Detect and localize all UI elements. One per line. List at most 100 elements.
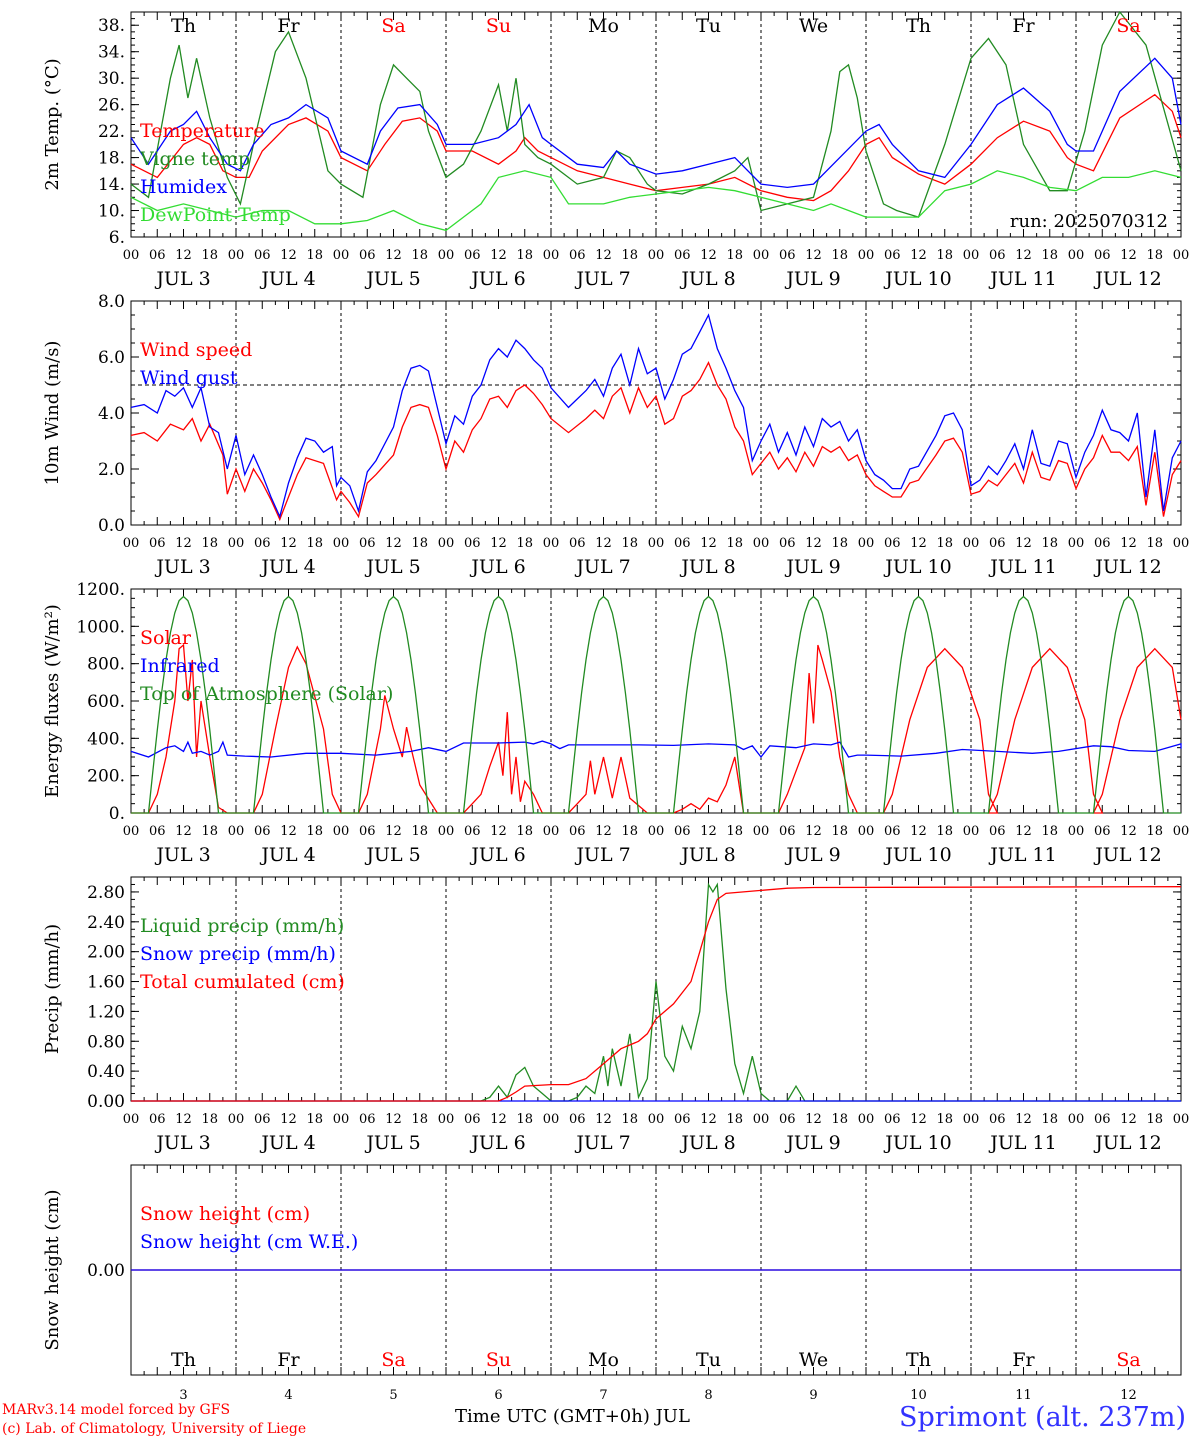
hour-label: 06 xyxy=(464,824,481,839)
run-label: run: 2025070312 xyxy=(1010,211,1168,232)
hour-label: 18 xyxy=(516,536,533,551)
date-label: JUL 9 xyxy=(784,556,840,578)
hour-label: 18 xyxy=(201,824,218,839)
hour-label: 18 xyxy=(936,536,953,551)
hour-label: 00 xyxy=(438,248,455,263)
hour-label: 06 xyxy=(884,248,901,263)
series-line xyxy=(130,740,1182,759)
hour-label: 06 xyxy=(569,1112,586,1127)
hour-label: 18 xyxy=(621,824,638,839)
hour-label: 06 xyxy=(569,248,586,263)
day-number: 7 xyxy=(599,1388,607,1403)
hour-label: 12 xyxy=(805,536,822,551)
day-number: 5 xyxy=(389,1388,397,1403)
hour-label: 06 xyxy=(989,248,1006,263)
y-tick-label: 0.00 xyxy=(87,1261,125,1281)
hour-label: 12 xyxy=(805,1112,822,1127)
hour-label: 00 xyxy=(543,248,560,263)
day-name: Fr xyxy=(277,1349,300,1371)
y-axis-title: Energy fluxes (W/m²) xyxy=(42,604,63,798)
day-number: 3 xyxy=(179,1388,187,1403)
hour-label: 12 xyxy=(175,248,192,263)
hour-label: 12 xyxy=(280,536,297,551)
y-tick-label: 0.00 xyxy=(87,1092,125,1112)
hour-label: 06 xyxy=(569,824,586,839)
date-label: JUL 4 xyxy=(259,1132,315,1154)
day-name: Th xyxy=(171,1349,196,1371)
day-number: 11 xyxy=(1015,1388,1032,1403)
hour-label: 12 xyxy=(910,248,927,263)
date-label: JUL 12 xyxy=(1093,1132,1161,1154)
hour-label: 06 xyxy=(1094,248,1111,263)
date-label: JUL 7 xyxy=(574,1132,630,1154)
series-line xyxy=(130,313,1182,519)
hour-label: 00 xyxy=(438,536,455,551)
hour-label: 18 xyxy=(1146,1112,1163,1127)
day-name: Su xyxy=(486,1349,511,1371)
series-line xyxy=(130,57,1182,189)
hour-label: 12 xyxy=(280,248,297,263)
y-tick-label: 2.00 xyxy=(87,943,125,963)
hour-label: 00 xyxy=(228,1112,245,1127)
hour-label: 18 xyxy=(936,1112,953,1127)
hour-label: 00 xyxy=(228,536,245,551)
hour-label: 06 xyxy=(989,824,1006,839)
hour-label: 18 xyxy=(411,824,428,839)
date-label: JUL 9 xyxy=(784,268,840,290)
hour-label: 12 xyxy=(1120,1112,1137,1127)
y-axis-title: 10m Wind (m/s) xyxy=(42,341,63,486)
hour-label: 06 xyxy=(779,248,796,263)
legend-entry: DewPoint Temp xyxy=(140,204,291,226)
hour-label: 18 xyxy=(411,536,428,551)
date-label: JUL 8 xyxy=(679,844,735,866)
date-label: JUL 5 xyxy=(364,1132,420,1154)
day-name: Mo xyxy=(588,1349,619,1371)
hour-label: 18 xyxy=(201,1112,218,1127)
hour-label: 00 xyxy=(648,824,665,839)
hour-label: 00 xyxy=(438,1112,455,1127)
date-label: JUL 10 xyxy=(883,268,951,290)
y-tick-label: 2.0 xyxy=(98,460,125,480)
hour-label: 00 xyxy=(228,824,245,839)
series-line xyxy=(131,886,1182,1102)
y-tick-label: 38. xyxy=(98,16,125,36)
day-name: Sa xyxy=(1116,15,1140,37)
hour-label: 00 xyxy=(1068,536,1085,551)
date-label: JUL 6 xyxy=(469,1132,525,1154)
date-label: JUL 10 xyxy=(883,1132,951,1154)
hour-label: 06 xyxy=(1094,1112,1111,1127)
hour-label: 18 xyxy=(201,536,218,551)
y-tick-label: 18. xyxy=(98,149,125,169)
hour-label: 06 xyxy=(779,824,796,839)
hour-label: 18 xyxy=(411,248,428,263)
legend-entry: Temperature xyxy=(140,120,264,142)
day-number: 4 xyxy=(284,1388,292,1403)
legend-entry: Wind speed xyxy=(140,339,252,361)
hour-label: 06 xyxy=(149,1112,166,1127)
legend-entry: Top of Atmosphere (Solar) xyxy=(140,683,393,705)
hour-label: 18 xyxy=(411,1112,428,1127)
date-label: JUL 12 xyxy=(1093,556,1161,578)
hour-label: 00 xyxy=(963,536,980,551)
hour-label: 12 xyxy=(490,1112,507,1127)
hour-label: 06 xyxy=(989,536,1006,551)
hour-label: 18 xyxy=(1041,536,1058,551)
date-label: JUL 5 xyxy=(364,844,420,866)
hour-label: 12 xyxy=(385,1112,402,1127)
hour-label: 12 xyxy=(385,824,402,839)
day-name: Fr xyxy=(1012,15,1035,37)
hour-label: 00 xyxy=(333,824,350,839)
hour-label: 12 xyxy=(1015,248,1032,263)
hour-label: 18 xyxy=(831,824,848,839)
hour-label: 18 xyxy=(936,248,953,263)
hour-label: 06 xyxy=(254,824,271,839)
y-tick-label: 800. xyxy=(87,655,125,675)
day-name: Fr xyxy=(1012,1349,1035,1371)
hour-label: 12 xyxy=(175,536,192,551)
hour-label: 12 xyxy=(1120,536,1137,551)
hour-label: 12 xyxy=(595,824,612,839)
y-tick-label: 14. xyxy=(98,175,125,195)
hour-label: 06 xyxy=(674,824,691,839)
date-label: JUL 4 xyxy=(259,844,315,866)
hour-label: 18 xyxy=(516,1112,533,1127)
